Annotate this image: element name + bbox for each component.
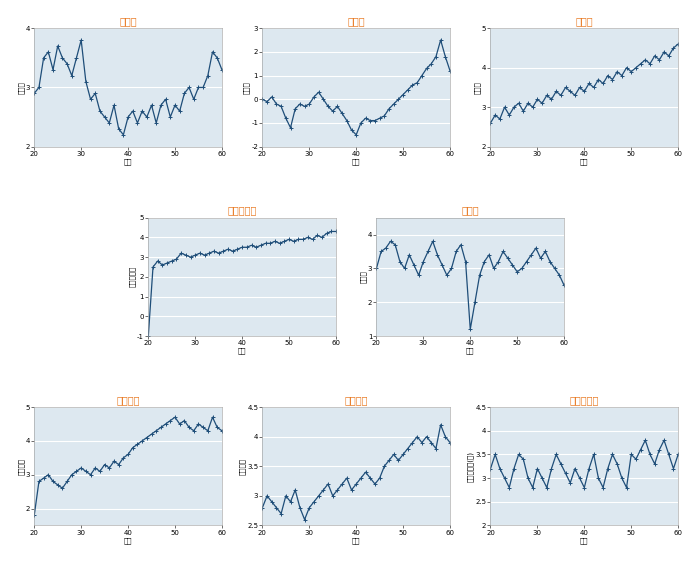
X-axis label: 年齢: 年齢 <box>352 158 360 165</box>
Y-axis label: 勤勉性: 勤勉性 <box>474 81 480 94</box>
X-axis label: 年齢: 年齢 <box>466 347 475 354</box>
Title: 自尊感情: 自尊感情 <box>116 395 140 405</box>
Y-axis label: 自尊感情: 自尊感情 <box>18 458 24 475</box>
Y-axis label: 情緒安定性: 情緒安定性 <box>129 266 136 288</box>
Title: 統制の所在: 統制の所在 <box>570 395 599 405</box>
Y-axis label: 統制の所在(逆): 統制の所在(逆) <box>467 451 474 482</box>
Y-axis label: グリット: グリット <box>239 458 246 475</box>
Title: 外向性: 外向性 <box>119 16 137 26</box>
X-axis label: 年齢: 年齢 <box>352 537 360 544</box>
Y-axis label: 協調性: 協調性 <box>243 81 250 94</box>
X-axis label: 年齢: 年齢 <box>580 537 588 544</box>
Title: 開放性: 開放性 <box>462 206 479 215</box>
Title: グリット: グリット <box>345 395 368 405</box>
X-axis label: 年齢: 年齢 <box>124 537 132 544</box>
Y-axis label: 開放性: 開放性 <box>360 271 366 283</box>
Y-axis label: 外向性: 外向性 <box>18 81 24 94</box>
X-axis label: 年齢: 年齢 <box>124 158 132 165</box>
Title: 情緒安定性: 情緒安定性 <box>227 206 257 215</box>
Title: 勤勉性: 勤勉性 <box>575 16 593 26</box>
X-axis label: 年齢: 年齢 <box>580 158 588 165</box>
X-axis label: 年齢: 年齢 <box>238 347 247 354</box>
Title: 協調性: 協調性 <box>347 16 365 26</box>
